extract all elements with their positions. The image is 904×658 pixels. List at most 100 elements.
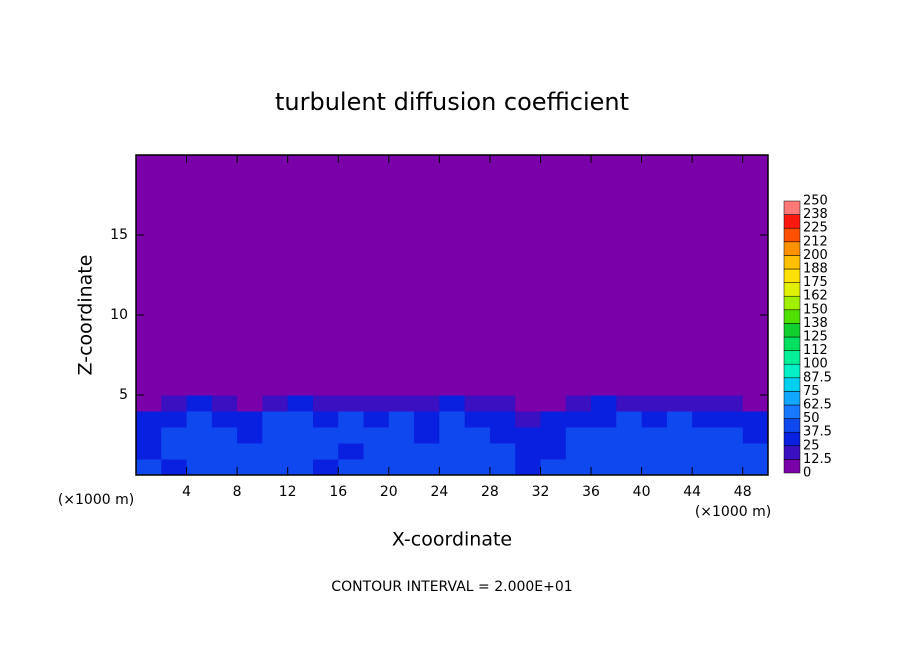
colorbar-band <box>783 282 801 297</box>
cell <box>515 395 541 412</box>
cell <box>540 443 567 460</box>
cell <box>515 459 541 476</box>
cell <box>388 411 415 428</box>
cell <box>388 395 415 412</box>
cell <box>161 427 188 444</box>
cell <box>414 395 440 412</box>
cell <box>616 395 643 412</box>
cell <box>641 443 668 460</box>
cell <box>591 443 617 460</box>
cell <box>211 443 238 460</box>
cell <box>262 427 289 444</box>
colorbar-label: 150 <box>803 302 828 317</box>
cell <box>717 427 744 444</box>
cell <box>439 443 466 460</box>
cell <box>338 427 365 444</box>
x-tick-label: 24 <box>430 484 448 500</box>
cell <box>186 427 213 444</box>
colorbar-band <box>783 445 801 460</box>
cell <box>414 411 440 428</box>
cell <box>237 155 263 396</box>
cell <box>262 459 289 476</box>
cell <box>591 155 617 396</box>
colorbar-band <box>783 227 801 243</box>
cell <box>717 443 744 460</box>
x-tick-label: 20 <box>380 484 398 500</box>
cell <box>439 155 466 396</box>
cell <box>515 155 541 396</box>
cell <box>363 427 390 444</box>
cell <box>262 411 289 428</box>
cell <box>186 459 213 476</box>
cell <box>439 459 466 476</box>
cell <box>515 427 541 444</box>
cell <box>641 155 668 396</box>
colorbar-band <box>783 241 801 256</box>
cell <box>287 443 314 460</box>
cell <box>186 443 213 460</box>
colorbar-band <box>783 418 801 433</box>
cell <box>287 427 314 444</box>
x-tick-label: 44 <box>683 484 701 500</box>
cell <box>237 459 263 476</box>
cell <box>136 395 162 412</box>
cell <box>161 411 188 428</box>
cell <box>363 411 390 428</box>
cell <box>439 411 466 428</box>
cell <box>464 459 491 476</box>
cell <box>414 443 440 460</box>
cell <box>363 155 390 396</box>
cell <box>338 459 365 476</box>
y-tick-label: 15 <box>110 227 128 243</box>
cell <box>641 411 668 428</box>
cell <box>414 155 440 396</box>
cell <box>515 443 541 460</box>
cell <box>641 459 668 476</box>
colorbar-band <box>783 268 801 283</box>
colorbar-label: 200 <box>803 248 828 263</box>
cell <box>287 459 314 476</box>
cell <box>338 411 365 428</box>
cell <box>742 155 769 396</box>
cell <box>742 411 769 428</box>
x-tick-label: 12 <box>279 484 297 500</box>
cell <box>312 395 339 412</box>
cell <box>312 411 339 428</box>
cell <box>312 155 339 396</box>
cell <box>338 443 365 460</box>
colorbar-band <box>783 336 801 351</box>
cell <box>237 443 263 460</box>
cell <box>565 427 592 444</box>
cell <box>237 427 263 444</box>
cell <box>616 411 643 428</box>
cell <box>312 459 339 476</box>
x-tick-label: 40 <box>633 484 651 500</box>
colorbar-label: 175 <box>803 275 828 290</box>
colorbar-label: 25 <box>803 438 820 453</box>
cell <box>186 155 213 396</box>
y-tick-label: 5 <box>119 387 128 403</box>
cell <box>616 155 643 396</box>
cell <box>666 411 693 428</box>
cell <box>565 459 592 476</box>
x-axis-label: X-coordinate <box>392 529 512 551</box>
cell <box>287 155 314 396</box>
cell <box>464 395 491 412</box>
cell <box>211 459 238 476</box>
colorbar-band <box>783 200 801 215</box>
cell <box>211 155 238 396</box>
cell <box>338 155 365 396</box>
cell <box>591 395 617 412</box>
cell <box>287 395 314 412</box>
cell <box>186 395 213 412</box>
cell <box>692 155 718 396</box>
cell <box>388 427 415 444</box>
cell <box>414 427 440 444</box>
colorbar-label: 212 <box>803 234 828 249</box>
cell <box>388 155 415 396</box>
cell <box>515 411 541 428</box>
cell <box>211 395 238 412</box>
colorbar-band <box>783 255 801 270</box>
cell <box>692 395 718 412</box>
annotation: CONTOUR INTERVAL = 2.000E+01 <box>331 579 572 595</box>
